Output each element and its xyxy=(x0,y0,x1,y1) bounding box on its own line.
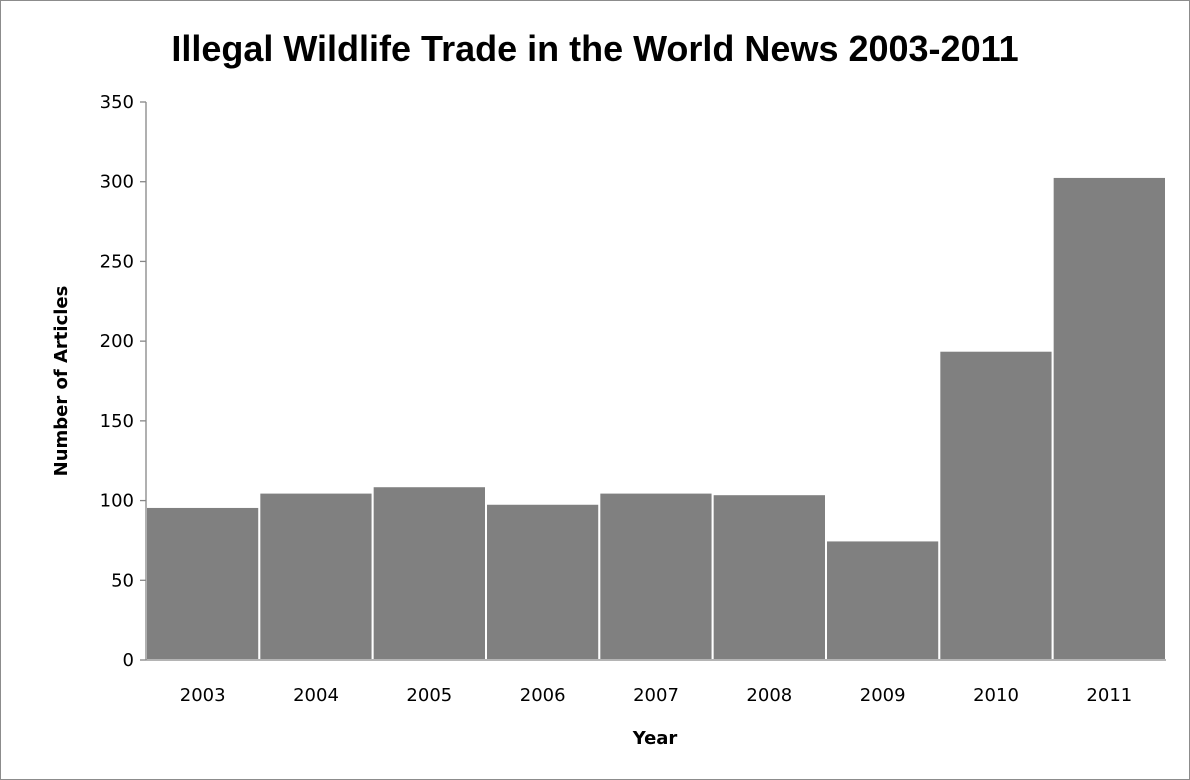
bar-2003 xyxy=(145,505,261,661)
axes-layer xyxy=(145,102,1166,661)
x-tick-label: 2007 xyxy=(633,685,679,706)
bar-2009 xyxy=(825,539,941,662)
bar-2005 xyxy=(371,485,487,662)
y-tick-label: 200 xyxy=(100,331,134,352)
bar-2008 xyxy=(711,493,828,661)
x-axis-title: Year xyxy=(632,728,678,749)
bar-2011 xyxy=(1051,175,1167,661)
y-tick-label: 150 xyxy=(100,411,134,432)
y-axis-title: Number of Articles xyxy=(51,286,72,477)
bar-2010 xyxy=(938,349,1054,661)
y-tick-label: 0 xyxy=(123,650,134,671)
x-tick-label: 2011 xyxy=(1086,685,1132,706)
y-tick-label: 100 xyxy=(100,491,134,512)
x-tick-label: 2010 xyxy=(973,685,1019,706)
bar-2006 xyxy=(485,502,601,662)
y-tick-label: 250 xyxy=(100,251,134,272)
y-tick-label: 50 xyxy=(111,570,134,591)
x-tick-label: 2005 xyxy=(406,685,452,706)
bar-2004 xyxy=(258,491,374,661)
bars-layer xyxy=(145,175,1167,662)
bar-2007 xyxy=(598,491,714,661)
x-tick-label: 2006 xyxy=(520,685,566,706)
x-tick-label: 2004 xyxy=(293,685,339,706)
ticks-layer: 0 50 100 150 200 250 300 350 2003 2004 2005 2006 200… xyxy=(100,92,1133,706)
y-tick-label: 350 xyxy=(100,92,134,113)
chart-title: Illegal Wildlife Trade in the World News… xyxy=(171,28,1019,69)
y-tick-label: 300 xyxy=(100,172,134,193)
x-tick-label: 2009 xyxy=(860,685,906,706)
x-tick-label: 2003 xyxy=(180,685,226,706)
x-tick-label: 2008 xyxy=(746,685,792,706)
